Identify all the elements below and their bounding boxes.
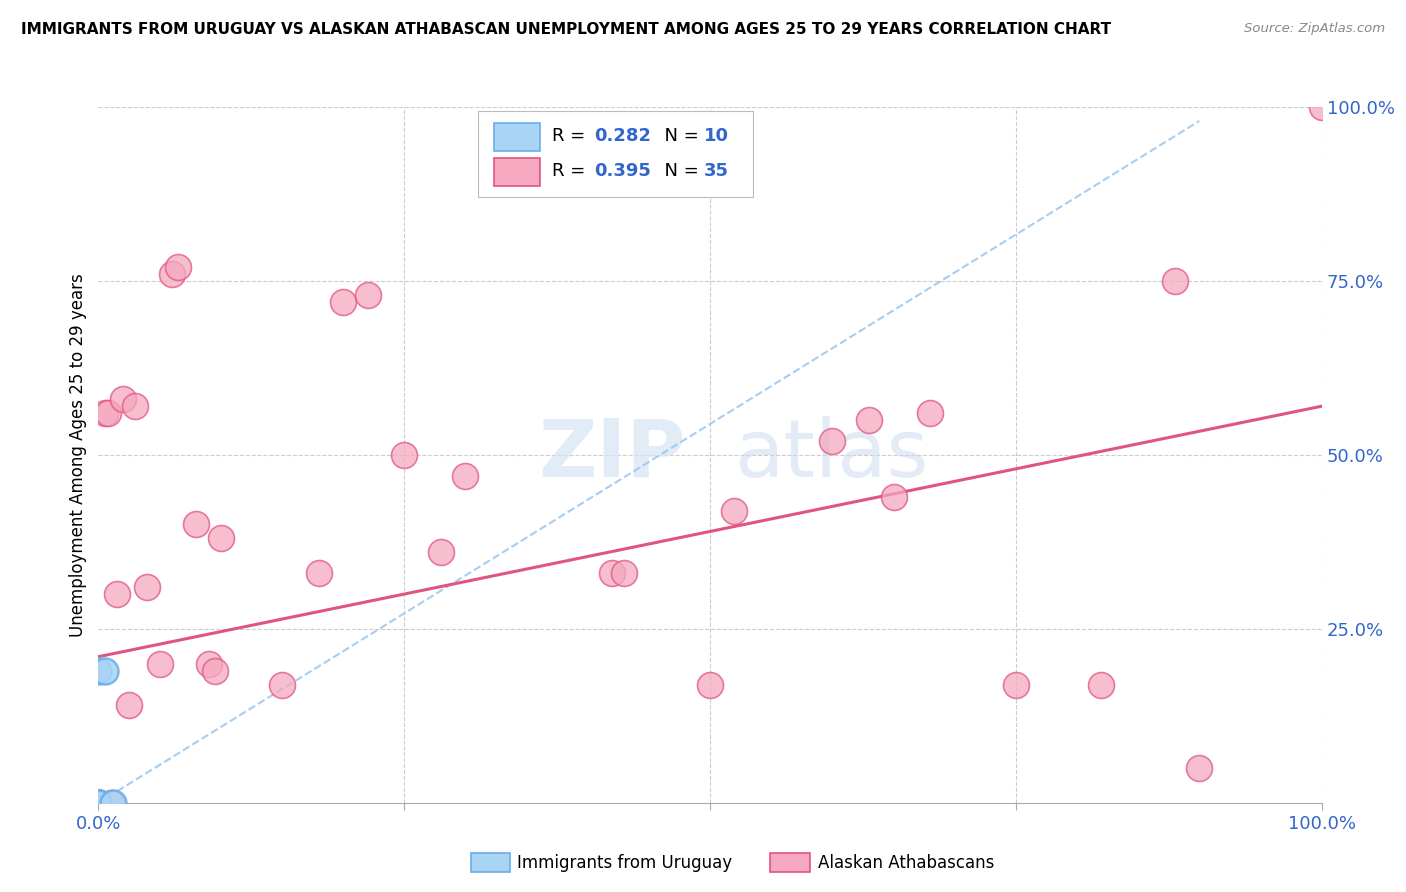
Point xyxy=(149,657,172,671)
Point xyxy=(392,448,416,462)
Text: 10: 10 xyxy=(704,128,728,145)
Text: R =: R = xyxy=(553,162,592,180)
Point xyxy=(454,468,477,483)
Text: IMMIGRANTS FROM URUGUAY VS ALASKAN ATHABASCAN UNEMPLOYMENT AMONG AGES 25 TO 29 Y: IMMIGRANTS FROM URUGUAY VS ALASKAN ATHAB… xyxy=(21,22,1111,37)
Point xyxy=(87,664,110,678)
Point xyxy=(1310,100,1333,114)
Point xyxy=(87,796,110,810)
Text: Alaskan Athabascans: Alaskan Athabascans xyxy=(818,854,994,871)
Point xyxy=(87,796,110,810)
Point xyxy=(101,796,124,810)
Point xyxy=(430,545,453,559)
Text: 35: 35 xyxy=(704,162,728,180)
Point xyxy=(613,566,636,581)
Point xyxy=(356,288,378,302)
Point xyxy=(186,517,208,532)
Point xyxy=(332,294,354,309)
Text: Source: ZipAtlas.com: Source: ZipAtlas.com xyxy=(1244,22,1385,36)
FancyBboxPatch shape xyxy=(478,111,752,197)
Point xyxy=(1090,677,1112,691)
Point xyxy=(87,796,110,810)
Point xyxy=(920,406,942,420)
Text: atlas: atlas xyxy=(734,416,929,494)
Point xyxy=(100,796,122,810)
Point xyxy=(160,267,183,281)
Point xyxy=(93,406,115,420)
FancyBboxPatch shape xyxy=(494,123,540,151)
Point xyxy=(87,796,110,810)
Point xyxy=(204,664,226,678)
Point xyxy=(209,532,232,546)
FancyBboxPatch shape xyxy=(494,158,540,186)
Point xyxy=(87,796,110,810)
Point xyxy=(167,260,190,274)
Point xyxy=(197,657,219,671)
Text: ZIP: ZIP xyxy=(538,416,686,494)
Text: N =: N = xyxy=(652,128,704,145)
Point xyxy=(699,677,721,691)
Point xyxy=(118,698,141,713)
Point xyxy=(723,503,745,517)
Point xyxy=(600,566,623,581)
Point xyxy=(1004,677,1026,691)
Point xyxy=(105,587,128,601)
Point xyxy=(111,392,134,407)
Y-axis label: Unemployment Among Ages 25 to 29 years: Unemployment Among Ages 25 to 29 years xyxy=(69,273,87,637)
Point xyxy=(1164,274,1187,288)
Point xyxy=(270,677,294,691)
Point xyxy=(97,406,120,420)
Point xyxy=(308,566,330,581)
Point xyxy=(821,434,844,448)
Text: 0.282: 0.282 xyxy=(593,128,651,145)
Text: R =: R = xyxy=(553,128,592,145)
Text: N =: N = xyxy=(652,162,704,180)
Point xyxy=(124,399,146,413)
Point xyxy=(858,413,880,427)
Point xyxy=(1188,761,1211,775)
Text: 0.395: 0.395 xyxy=(593,162,651,180)
Point xyxy=(93,664,115,678)
Point xyxy=(883,490,905,504)
Point xyxy=(87,796,110,810)
Text: Immigrants from Uruguay: Immigrants from Uruguay xyxy=(517,854,733,871)
Point xyxy=(136,580,159,594)
Point xyxy=(87,796,110,810)
